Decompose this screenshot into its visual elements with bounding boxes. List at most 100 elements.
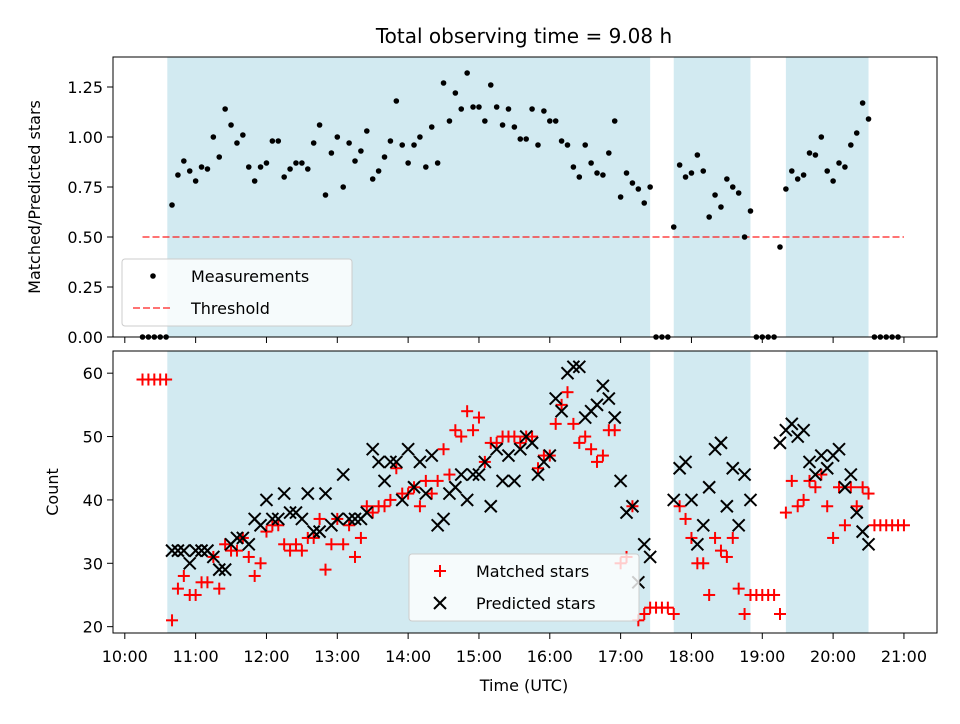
measurement-point-17	[240, 132, 246, 138]
predicted-point-93	[731, 518, 746, 532]
measurement-point-27	[299, 160, 305, 166]
matched-point-119	[838, 519, 851, 532]
matched-point-74	[573, 436, 586, 449]
matched-point-39	[366, 506, 379, 519]
measurement-point-90	[670, 224, 677, 230]
matched-point-16	[230, 544, 243, 557]
ratio-y-axis: 0.00 0.25 0.50 0.75 1.00 1.25	[67, 78, 113, 347]
matched-point-98	[714, 544, 727, 557]
measurement-point-61	[499, 122, 506, 128]
matched-point-92	[679, 512, 692, 525]
measurement-point-36	[352, 158, 358, 164]
measurement-point-114	[812, 152, 819, 158]
predicted-point-58	[507, 474, 522, 488]
matched-point-102	[738, 607, 751, 620]
predicted-point-110	[855, 524, 870, 539]
predicted-point-24	[306, 524, 321, 539]
predicted-point-92	[726, 461, 740, 475]
measurement-point-86	[647, 184, 653, 190]
predicted-point-18	[271, 512, 285, 526]
predicted-point-85	[684, 493, 699, 507]
predicted-point-103	[814, 448, 829, 463]
measurement-point-21	[263, 160, 270, 166]
measurement-point-15	[228, 122, 234, 128]
count-y-axis-label: Count	[43, 468, 62, 516]
measurement-point-91	[676, 162, 683, 168]
matched-point-115	[815, 468, 828, 481]
measurement-point-39	[369, 176, 376, 182]
measurement-point-117	[830, 178, 836, 184]
ratio-x-ticks	[124, 337, 905, 343]
measurement-point-70	[552, 118, 559, 124]
measurement-point-63	[511, 124, 518, 130]
matched-point-6	[171, 582, 184, 595]
matched-point-93	[685, 531, 698, 544]
predicted-point-23	[301, 486, 315, 501]
measurement-point-118	[836, 160, 842, 166]
predicted-point-5	[194, 543, 209, 558]
measurement-point-121	[853, 130, 860, 136]
predicted-point-104	[820, 461, 834, 475]
legend-predicted-marker	[433, 596, 447, 610]
predicted-point-90	[714, 436, 728, 450]
matched-point-57	[472, 411, 485, 424]
predicted-point-49	[454, 467, 468, 482]
matched-point-120	[844, 481, 857, 494]
measurement-point-79	[606, 150, 612, 156]
predicted-point-96	[773, 436, 787, 450]
predicted-point-34	[366, 442, 380, 456]
predicted-point-0	[165, 543, 179, 558]
legend-predicted-label: Predicted stars	[476, 594, 596, 613]
x-tick-label-11: 21:00	[881, 647, 927, 666]
matched-point-118	[833, 481, 846, 494]
predicted-point-73	[596, 379, 610, 393]
measurement-point-10	[198, 164, 205, 170]
measurement-point-53	[452, 90, 459, 96]
measurement-point-110	[788, 168, 795, 174]
matched-point-50	[431, 474, 444, 487]
matched-point-96	[703, 588, 716, 601]
predicted-point-54	[484, 499, 498, 513]
matched-point-111	[791, 500, 804, 513]
measurement-point-58	[482, 118, 488, 124]
count-y-axis: 20 30 40 50 60	[83, 364, 113, 637]
predicted-point-38	[389, 455, 404, 469]
predicted-point-31	[348, 512, 362, 526]
predicted-point-37	[383, 455, 398, 469]
predicted-point-65	[548, 391, 563, 406]
measurement-point-113	[806, 150, 813, 156]
measurement-point-59	[487, 82, 494, 88]
measurement-point-78	[600, 172, 606, 178]
measurement-point-85	[641, 200, 648, 206]
predicted-point-95	[743, 493, 758, 507]
matched-point-75	[579, 430, 592, 443]
measurement-point-64	[517, 136, 524, 142]
matched-point-101	[732, 582, 745, 595]
matched-point-55	[461, 405, 474, 418]
measurement-points	[139, 70, 901, 340]
predicted-point-74	[602, 391, 616, 406]
matched-point-80	[608, 424, 621, 437]
matched-point-7	[177, 569, 190, 582]
predicted-point-86	[690, 537, 705, 551]
predicted-point-26	[318, 486, 333, 501]
matched-point-53	[449, 424, 462, 437]
measurement-point-68	[541, 108, 547, 114]
matched-point-14	[219, 538, 232, 551]
measurement-point-76	[588, 160, 594, 166]
measurement-point-67	[535, 142, 541, 148]
predicted-point-56	[495, 474, 510, 488]
matched-point-60	[490, 436, 503, 449]
measurement-point-95	[700, 168, 707, 174]
matched-point-117	[827, 531, 840, 544]
predicted-point-22	[295, 512, 309, 526]
matched-point-34	[337, 538, 350, 551]
matched-point-43	[390, 462, 403, 475]
measurement-point-69	[546, 118, 553, 124]
measurement-point-25	[287, 166, 293, 172]
measurement-point-123	[865, 116, 872, 122]
measurement-point-60	[493, 104, 500, 110]
matched-point-71	[555, 398, 568, 411]
legend-matched-marker	[434, 565, 446, 577]
